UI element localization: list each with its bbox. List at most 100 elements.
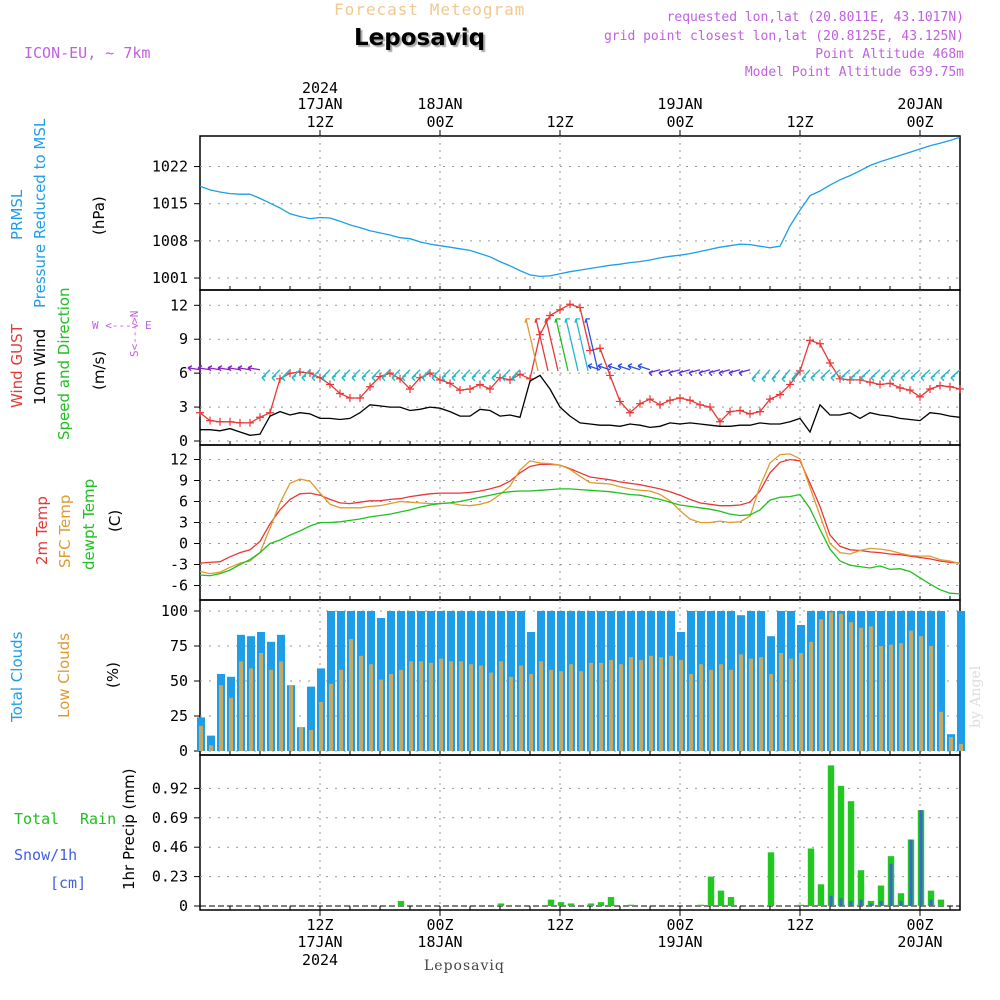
wind-arrow bbox=[627, 363, 641, 371]
bottom-hour-label: 12Z bbox=[546, 916, 573, 934]
wind-arrow-shaft bbox=[637, 365, 651, 371]
rain-bar bbox=[767, 852, 775, 906]
series-line bbox=[199, 136, 961, 278]
gust-marker bbox=[626, 408, 634, 417]
low-cloud-bar bbox=[599, 662, 603, 751]
rain-bar bbox=[697, 904, 705, 906]
low-cloud-bar bbox=[429, 662, 433, 751]
gust-marker bbox=[206, 416, 214, 425]
wind-arrow bbox=[751, 369, 761, 383]
gust-marker bbox=[666, 396, 674, 405]
wind-arrow bbox=[584, 318, 599, 372]
wind-arrow-head bbox=[840, 375, 846, 382]
gust-marker bbox=[886, 379, 894, 388]
gust-marker bbox=[236, 418, 244, 427]
y-tick-label: 1022 bbox=[152, 158, 188, 176]
wind-arrow-head bbox=[501, 375, 507, 382]
series-line bbox=[199, 458, 961, 564]
wind-arrow bbox=[890, 369, 901, 382]
wind-arrow bbox=[411, 369, 421, 382]
wind-arrow-head bbox=[371, 375, 377, 382]
bottom-day-label: 20JAN bbox=[897, 933, 942, 951]
low-cloud-bar bbox=[669, 655, 673, 751]
rain-bar bbox=[397, 900, 405, 906]
wind-arrow-shaft bbox=[751, 369, 761, 380]
wind-arrow bbox=[771, 369, 781, 383]
wind-arrow bbox=[658, 369, 671, 377]
low-cloud-bar bbox=[619, 664, 623, 751]
low-cloud-bar bbox=[299, 727, 303, 751]
y-tick-label: 12 bbox=[170, 296, 188, 314]
wind-arrow-shaft bbox=[247, 367, 261, 371]
top-day-label: 18JAN bbox=[417, 95, 462, 113]
rain-bar bbox=[707, 876, 715, 906]
wind-arrow bbox=[574, 318, 589, 372]
wind-arrow-head bbox=[637, 363, 643, 370]
low-cloud-bar bbox=[589, 662, 593, 751]
y-tick-label: 1015 bbox=[152, 195, 188, 213]
low-cloud-bar bbox=[899, 643, 903, 751]
wind-arrow-head bbox=[481, 375, 487, 382]
rain-bar bbox=[927, 890, 935, 906]
gust-marker bbox=[726, 407, 734, 416]
top-hour-label: 12Z bbox=[546, 113, 573, 131]
wind-arrow-head bbox=[554, 318, 560, 324]
rain-bar bbox=[627, 904, 635, 906]
wind-arrow-head bbox=[544, 318, 550, 324]
snow-bar bbox=[829, 895, 833, 906]
bottom-day-label: 18JAN bbox=[417, 933, 462, 951]
city-title: Leposaviq bbox=[354, 25, 486, 51]
wind-arrow-head bbox=[930, 375, 936, 382]
low-cloud-bar bbox=[779, 653, 783, 751]
rain-bar bbox=[877, 885, 885, 906]
snow-bar bbox=[909, 839, 913, 906]
wind-arrow-head bbox=[728, 370, 734, 377]
wind-arrow bbox=[511, 369, 521, 382]
y-tick-label: 1008 bbox=[152, 232, 188, 250]
wind-arrow bbox=[471, 369, 481, 382]
wind-arrow bbox=[361, 369, 371, 382]
low-cloud-bar bbox=[419, 661, 423, 751]
gust-marker bbox=[696, 400, 704, 409]
wind-arrow-head bbox=[574, 318, 580, 324]
wind-arrow-head bbox=[688, 370, 694, 377]
requested-coords: requested lon,lat (20.8011E, 43.1017N) bbox=[666, 10, 964, 25]
y-tick-label: 100 bbox=[161, 602, 188, 620]
gust-marker bbox=[656, 400, 664, 409]
wind-arrow bbox=[371, 369, 381, 382]
wind-arrow-shaft bbox=[217, 367, 231, 371]
gust-marker bbox=[466, 384, 474, 393]
low-cloud-bar bbox=[959, 744, 963, 751]
low-cloud-bar bbox=[489, 672, 493, 751]
wind-arrow-head bbox=[830, 375, 836, 382]
low-cloud-bar bbox=[789, 658, 793, 751]
wind-arrow-shaft bbox=[535, 318, 549, 372]
wind-arrow-head bbox=[524, 318, 530, 324]
model-altitude: Model Point Altitude 639.75m bbox=[744, 65, 964, 80]
wind-arrow-shaft bbox=[565, 318, 579, 372]
wind-arrow-shaft bbox=[545, 318, 559, 372]
wind-arrow-head bbox=[950, 375, 956, 382]
gust-marker bbox=[946, 382, 954, 391]
low-cloud-bar bbox=[799, 653, 803, 751]
low-cloud-bar bbox=[919, 636, 923, 751]
low-cloud-bar bbox=[879, 646, 883, 751]
rain-label: Rain bbox=[80, 810, 117, 828]
bottom-hour-label: 00Z bbox=[666, 916, 693, 934]
compass-we-label: W <---> E bbox=[92, 319, 152, 332]
y-tick-label: 6 bbox=[179, 493, 188, 511]
wind-arrow bbox=[544, 318, 559, 372]
wind-arrow-head bbox=[331, 375, 337, 382]
wind-arrow bbox=[261, 369, 271, 382]
snow-bar bbox=[879, 900, 883, 906]
rain-bar bbox=[597, 902, 605, 906]
gust-marker bbox=[406, 384, 414, 393]
y-tick-label: 0.23 bbox=[152, 868, 188, 886]
wind-arrow bbox=[281, 369, 291, 382]
wind-arrow bbox=[801, 369, 811, 383]
gust-marker bbox=[936, 381, 944, 390]
wind-arrow bbox=[850, 369, 861, 382]
wind-arrow bbox=[291, 369, 301, 382]
wind-arrow-head bbox=[227, 365, 233, 372]
wind-arrow-head bbox=[431, 375, 437, 382]
